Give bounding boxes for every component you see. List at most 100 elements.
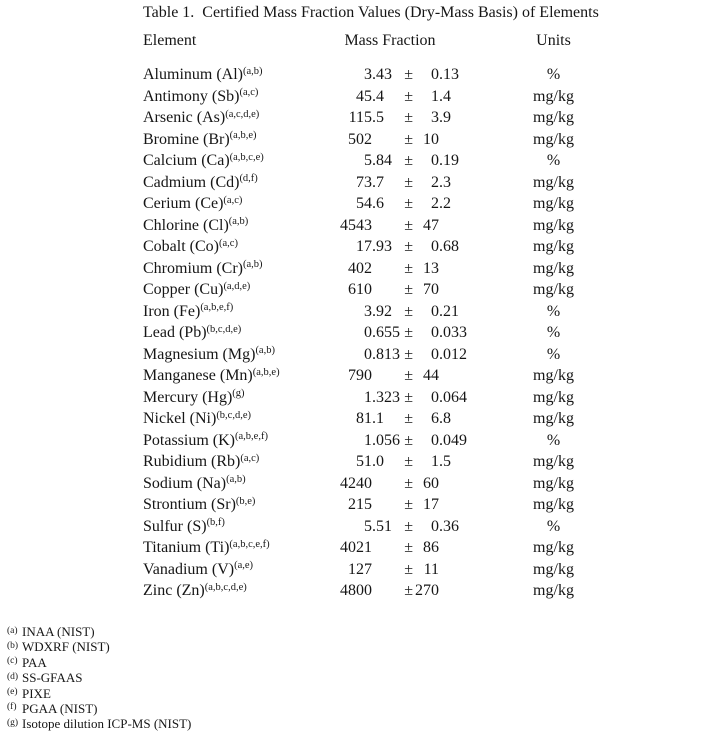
element-name: Sodium (Na) <box>143 474 227 492</box>
footnote-text: Isotope dilution ICP-MS (NIST) <box>22 716 192 732</box>
plus-minus-sign: ± <box>404 152 413 169</box>
mass-fraction-value: 3.43 <box>364 66 392 83</box>
element-name: Potassium (K) <box>143 431 235 449</box>
element-name: Rubidium (Rb) <box>143 453 241 470</box>
mass-fraction-value: 215 <box>348 496 372 513</box>
element-footnote-marker: (a,b) <box>255 345 275 356</box>
footnote: (b) WDXRF (NIST) <box>7 639 191 654</box>
element-footnote-marker: (d,f) <box>239 173 258 184</box>
table-header-row: Element Mass Fraction Units <box>143 30 640 51</box>
uncertainty-value: 2.2 <box>431 195 451 212</box>
element-name: Cobalt (Co) <box>143 238 219 255</box>
uncertainty-value: 11 <box>423 560 439 578</box>
mass-fraction-value: 5.51 <box>364 517 392 535</box>
element-name: Chromium (Cr) <box>143 259 243 277</box>
element-cell: Strontium (Sr)(b,e) <box>143 494 339 518</box>
uncertainty-value: 17 <box>423 496 439 513</box>
table-row: Calcium (Ca)(a,b,c,e) 5.84 ± 0.19 % <box>143 150 640 172</box>
uncertainty-value: 0.19 <box>431 152 459 169</box>
uncertainty-value: 6.8 <box>431 410 451 427</box>
uncertainty-value: 0.064 <box>431 388 467 406</box>
element-name: Antimony (Sb) <box>143 87 240 105</box>
element-footnote-marker: (a,b,e,f) <box>235 431 268 442</box>
element-footnote-marker: (a,c) <box>219 237 238 249</box>
mass-fraction-value: 81.1 <box>356 410 384 427</box>
element-name: Strontium (Sr) <box>143 496 236 513</box>
footnote: (d) SS-GFAAS <box>7 670 191 685</box>
footnote-text: PGAA (NIST) <box>22 700 98 716</box>
units-value: mg/kg <box>533 539 574 556</box>
footnote-marker: (c) <box>7 656 18 667</box>
element-name: Aluminum (Al) <box>143 66 243 83</box>
table-row: Antimony (Sb)(a,c) 45.4 ± 1.4 mg/kg <box>143 86 640 108</box>
uncertainty-value: 44 <box>423 367 439 384</box>
table-row: Magnesium (Mg)(a,b) 0.813 ± 0.012 % <box>143 344 640 366</box>
element-footnote-marker: (a,b,e) <box>229 130 257 141</box>
table-row: Lead (Pb)(b,c,d,e) 0.655 ± 0.033 % <box>143 322 640 344</box>
plus-minus-sign: ± <box>404 324 413 341</box>
element-name: Lead (Pb) <box>143 324 207 341</box>
units-value: mg/kg <box>533 130 574 148</box>
units-value: mg/kg <box>533 367 574 384</box>
plus-minus-sign: ± <box>404 259 413 277</box>
element-cell: Cadmium (Cd)(d,f) <box>143 172 339 196</box>
table-row: Sulfur (S)(b,f) 5.51 ± 0.36 % <box>143 516 640 538</box>
element-footnote-marker: (a,b) <box>243 65 263 77</box>
units-value: mg/kg <box>533 453 574 470</box>
plus-minus-sign: ± <box>404 582 413 599</box>
units-value: mg/kg <box>533 474 574 492</box>
units-value: mg/kg <box>533 195 574 212</box>
element-cell: Zinc (Zn)(a,b,c,d,e) <box>143 580 339 604</box>
element-cell: Cerium (Ce)(a,c) <box>143 193 339 217</box>
plus-minus-sign: ± <box>404 410 413 427</box>
footnote-marker: (b) <box>7 640 19 651</box>
footnote: (f) PGAA (NIST) <box>7 701 191 716</box>
element-name: Nickel (Ni) <box>143 410 217 427</box>
table-row: Manganese (Mn)(a,b,e) 790 ± 44 mg/kg <box>143 365 640 387</box>
element-cell: Manganese (Mn)(a,b,e) <box>143 365 339 389</box>
element-name: Sulfur (S) <box>143 517 207 535</box>
uncertainty-value: 60 <box>423 474 439 492</box>
units-value: mg/kg <box>533 238 574 255</box>
element-footnote-marker: (a,c) <box>240 452 260 464</box>
element-cell: Chromium (Cr)(a,b) <box>143 258 339 282</box>
element-name: Bromine (Br) <box>143 130 230 148</box>
mass-fraction-value: 1.323 <box>364 388 400 406</box>
element-name: Vanadium (V) <box>143 560 235 578</box>
units-value: mg/kg <box>533 259 574 277</box>
plus-minus-sign: ± <box>404 130 413 148</box>
plus-minus-sign: ± <box>404 560 413 578</box>
mass-fraction-value: 790 <box>348 367 372 384</box>
uncertainty-value: 70 <box>423 281 439 298</box>
col-header-units: Units <box>536 32 571 49</box>
plus-minus-sign: ± <box>404 195 413 212</box>
mass-fraction-value: 4800 <box>340 582 372 599</box>
table-row: Strontium (Sr)(b,e) 215 ± 17 mg/kg <box>143 494 640 516</box>
element-cell: Cobalt (Co)(a,c) <box>143 236 339 260</box>
element-footnote-marker: (b,c,d,e) <box>216 409 252 421</box>
element-cell: Mercury (Hg)(g) <box>143 387 339 411</box>
element-name: Copper (Cu) <box>143 281 224 298</box>
table-row: Zinc (Zn)(a,b,c,d,e) 4800 ± 270 mg/kg <box>143 580 640 602</box>
mass-fraction-value: 45.4 <box>356 87 384 105</box>
element-footnote-marker: (b,c,d,e) <box>206 323 242 335</box>
plus-minus-sign: ± <box>404 87 413 105</box>
mass-fraction-value: 502 <box>348 130 372 148</box>
element-name: Cadmium (Cd) <box>143 173 240 191</box>
uncertainty-value: 0.36 <box>431 517 459 535</box>
col-header-mass-fraction: Mass Fraction <box>344 32 436 49</box>
uncertainty-value: 1.5 <box>431 453 451 470</box>
units-value: mg/kg <box>533 582 574 599</box>
mass-fraction-value: 5.84 <box>364 152 392 169</box>
uncertainty-value: 47 <box>423 216 439 234</box>
uncertainty-value: 0.21 <box>431 302 459 320</box>
table-row: Aluminum (Al)(a,b) 3.43 ± 0.13 % <box>143 64 640 86</box>
element-cell: Nickel (Ni)(b,c,d,e) <box>143 408 339 432</box>
table-row: Rubidium (Rb)(a,c) 51.0 ± 1.5 mg/kg <box>143 451 640 473</box>
plus-minus-sign: ± <box>404 238 413 255</box>
units-value: mg/kg <box>533 388 574 406</box>
uncertainty-value: 0.68 <box>431 238 459 255</box>
uncertainty-value: 3.9 <box>431 109 451 126</box>
element-footnote-marker: (b,e) <box>235 495 256 507</box>
plus-minus-sign: ± <box>404 453 413 470</box>
